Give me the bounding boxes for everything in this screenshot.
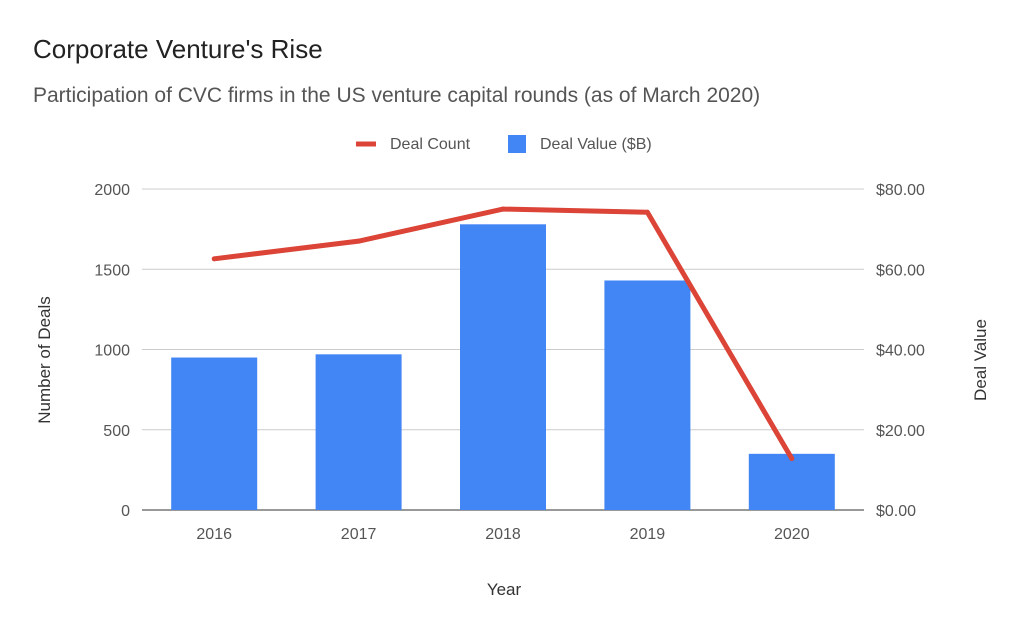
bar-deal-value-2018 [460,224,546,510]
x-tick-label: 2016 [196,526,232,543]
y2-tick-label: $0.00 [876,503,916,520]
bar-deal-value-2019 [604,280,691,510]
bar-deal-value-2017 [315,354,402,510]
x-tick-label: 2018 [485,526,521,543]
legend-label-deal-count: Deal Count [390,136,471,153]
x-tick-label: 2019 [630,526,666,543]
bar-deal-value-2020 [748,453,835,510]
y2-tick-label: $60.00 [876,262,925,279]
y-tick-label: 0 [121,503,130,520]
chart-title: Corporate Venture's Rise [33,34,323,64]
x-tick-label: 2017 [341,526,377,543]
point-deal-count-2016 [211,256,217,262]
y2-tick-label: $80.00 [876,182,925,199]
y2-axis-title: Deal Value [971,319,990,401]
bar-deal-value-2016 [171,357,258,510]
y-tick-label: 1000 [94,343,130,360]
legend: Deal Count Deal Value ($B) [356,135,652,153]
y-tick-label: 2000 [94,182,130,199]
point-deal-count-2017 [356,238,362,244]
point-deal-count-2019 [644,209,650,215]
x-axis-title: Year [487,580,522,599]
y-axis-title: Number of Deals [35,296,54,424]
chart-subtitle: Participation of CVC firms in the US ven… [33,84,761,107]
legend-swatch-deal-value [508,135,526,153]
y2-tick-label: $40.00 [876,343,925,360]
x-tick-label: 2020 [774,526,810,543]
y-tick-label: 500 [103,423,130,440]
point-deal-count-2018 [500,206,506,212]
y-tick-label: 1500 [94,262,130,279]
point-deal-count-2020 [789,456,795,462]
y2-tick-label: $20.00 [876,423,925,440]
legend-label-deal-value: Deal Value ($B) [540,136,652,153]
